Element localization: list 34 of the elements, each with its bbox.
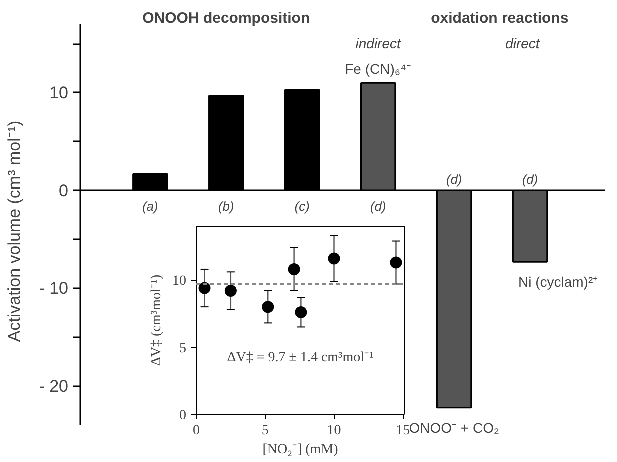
point: [224, 284, 237, 297]
point: [262, 301, 274, 314]
x-tick-label: 5: [262, 424, 269, 438]
annotation: ΔV‡ = 9.7 ± 1.4 cm³mol⁻¹: [227, 350, 374, 366]
x-tick-label: (d): [446, 172, 462, 187]
y-tick-label: - 20: [39, 376, 69, 396]
annotation: Fe (CN)₆⁴⁻: [345, 61, 412, 78]
x-tick-label: (d): [522, 172, 538, 187]
x-tick-label: (c): [294, 198, 310, 214]
x-tick-label: (a): [142, 198, 158, 214]
point: [390, 256, 402, 269]
annotation: oxidation reactions: [431, 10, 569, 27]
x-tick-label: 10: [327, 424, 342, 438]
y-tick-label: - 10: [39, 279, 69, 298]
y-axis-title: Activation volume (cm³ mol⁻¹): [5, 120, 24, 342]
annotation: indirect: [356, 36, 402, 52]
x-tick-label: 15: [396, 424, 410, 438]
annotation: direct: [506, 36, 541, 52]
point: [288, 263, 300, 276]
x-tick-label: 0: [193, 424, 200, 438]
y-tick-label: 10: [172, 274, 186, 290]
y-tick-label: 5: [180, 341, 186, 356]
point: [328, 252, 340, 265]
annotation: Ni (cyclam)²⁺: [518, 274, 598, 290]
annotation: ONOO⁻ + CO₂: [409, 420, 500, 436]
y-tick-label: 0: [180, 408, 186, 424]
y-tick-label: 10: [50, 83, 69, 102]
x-axis-title: [NO₂⁻] (mM): [262, 442, 339, 458]
annotation: ONOOH decomposition: [142, 10, 310, 27]
x-tick-label: (b): [218, 198, 234, 214]
point: [198, 282, 211, 294]
x-tick-label: (d): [370, 198, 386, 214]
y-axis-title: ΔV‡ (cm³mol⁻¹): [150, 274, 164, 366]
point: [295, 306, 308, 318]
